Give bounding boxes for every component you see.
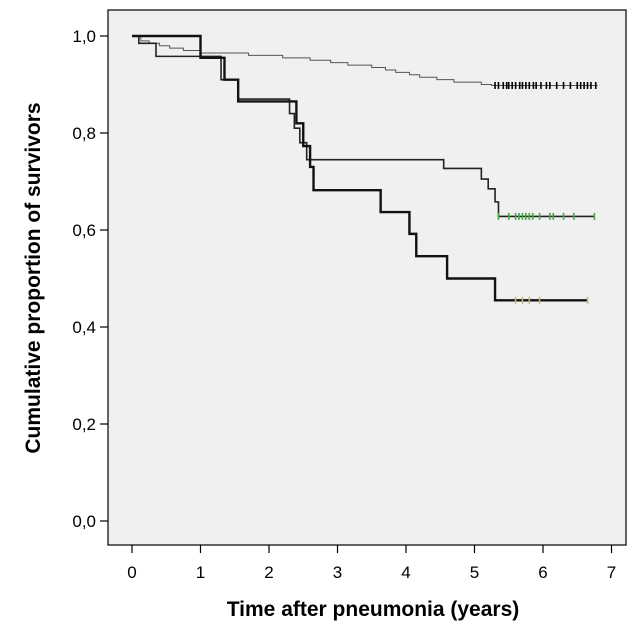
y-tick-label: 0,4 [72,318,96,337]
y-tick-label: 0,8 [72,124,96,143]
y-axis-title: Cumulative proportion of survivors [22,102,45,453]
x-tick-label: 1 [196,563,205,582]
y-tick-label: 0,2 [72,415,96,434]
plot-area [107,9,627,546]
x-tick-label: 0 [127,563,136,582]
x-tick-label: 7 [607,563,616,582]
survival-curve-3 [132,34,588,302]
y-tick-label: 0,0 [72,512,96,531]
y-tick-label: 1,0 [72,27,96,46]
x-tick-label: 6 [538,563,547,582]
x-tick-label: 2 [264,563,273,582]
survival-curve-2 [132,35,595,218]
y-tick-label: 0,6 [72,221,96,240]
survival-curve-1 [132,35,598,86]
x-tick-label: 5 [470,563,479,582]
x-axis-title: Time after pneumonia (years) [227,598,520,621]
y-axis: 0,0 0,2 0,4 0,6 0,8 1,0 [72,27,108,531]
x-tick-label: 3 [333,563,342,582]
x-axis: 0 1 2 3 4 5 6 7 [127,545,616,582]
series-layer [132,34,598,304]
x-tick-label: 4 [401,563,410,582]
